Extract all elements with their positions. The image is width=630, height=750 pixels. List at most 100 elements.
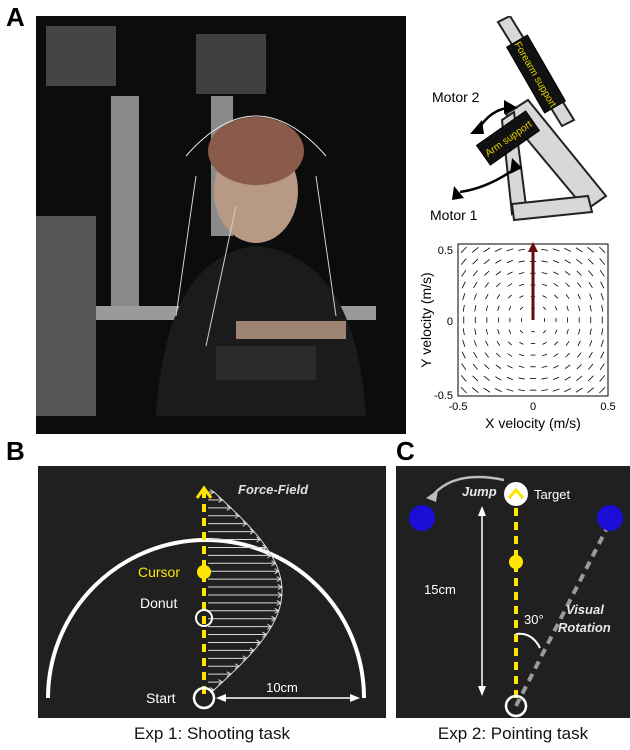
field-vector: [508, 329, 512, 334]
field-vector: [473, 340, 477, 347]
field-vector: [553, 283, 559, 287]
x-tick-mid: 0: [530, 401, 536, 413]
field-vector: [483, 387, 491, 393]
field-vector: [483, 247, 491, 253]
target-left: [409, 505, 435, 531]
field-vector: [506, 248, 514, 252]
field-vector: [600, 351, 605, 359]
field-vector: [461, 281, 466, 289]
field-vector: [519, 330, 524, 334]
y-tick-bottom: -0.5: [434, 390, 453, 402]
field-vector: [507, 341, 512, 346]
exp2-caption: Exp 2: Pointing task: [437, 724, 589, 743]
field-vector: [460, 246, 467, 253]
exp2-display: Jump Target 15cm 30° Visual Rotation: [396, 466, 630, 718]
field-vector: [600, 293, 604, 301]
field-vector: [587, 375, 594, 382]
field-vector: [518, 365, 525, 368]
field-vector: [554, 294, 559, 299]
field-vector: [485, 293, 489, 300]
field-vector: [484, 364, 490, 370]
field-vector: [461, 351, 466, 359]
field-vector: [496, 352, 501, 358]
field-vector: [506, 388, 514, 392]
field-vector: [542, 283, 548, 287]
field-vector: [484, 282, 490, 288]
field-vector: [519, 306, 524, 310]
exp1-caption: Exp 1: Shooting task: [134, 724, 290, 743]
field-vector: [483, 375, 490, 381]
field-vector: [497, 305, 500, 311]
exp1-display: Cursor Donut Start 10cm Force-Field: [38, 466, 386, 718]
angle-arc: [515, 632, 541, 649]
field-vector: [552, 248, 560, 252]
jump-label: Jump: [462, 484, 497, 499]
y-tick-mid: 0: [447, 316, 453, 328]
field-vector: [576, 375, 583, 381]
trajectory-arrowhead: [195, 485, 213, 499]
field-vector: [552, 388, 560, 392]
field-vector: [599, 269, 605, 277]
panel-letter-b: B: [6, 436, 25, 466]
field-vector: [508, 306, 512, 311]
start-ring: [504, 694, 528, 718]
field-vector: [472, 270, 478, 277]
field-vector: [565, 340, 570, 346]
jump-arc: [433, 475, 505, 495]
angle-label: 30°: [524, 612, 544, 627]
force-field-label: Force-Field: [238, 482, 309, 497]
velocity-arrowhead: [528, 242, 538, 252]
field-vector: [473, 293, 477, 300]
field-vector: [588, 270, 594, 277]
field-vector: [485, 305, 488, 312]
field-vector: [552, 376, 560, 381]
field-vector: [599, 375, 606, 382]
field-vector: [553, 271, 559, 275]
field-vector: [460, 387, 467, 394]
distance-arrowhead-left: [216, 694, 226, 702]
vector-field: [460, 242, 606, 394]
target-arrowhead: [507, 487, 525, 499]
field-vector: [471, 387, 479, 394]
field-vector: [578, 305, 581, 312]
field-vector: [599, 246, 606, 253]
field-vector: [497, 329, 500, 335]
field-vector: [496, 340, 501, 346]
field-vector: [541, 365, 548, 368]
field-vector: [553, 353, 559, 357]
field-vector: [507, 271, 513, 275]
field-vector: [507, 283, 513, 287]
field-vector: [495, 271, 502, 276]
field-vector: [576, 270, 582, 276]
field-vector: [589, 293, 593, 300]
field-vector: [576, 259, 583, 265]
force-envelope: [213, 491, 283, 691]
field-vector: [507, 294, 512, 299]
field-vector: [507, 353, 513, 357]
forearm-support: Forearm support: [505, 34, 567, 114]
field-vector: [566, 329, 569, 335]
field-vector: [495, 364, 502, 369]
field-vector: [507, 365, 513, 369]
field-vector: [575, 387, 583, 393]
x-axis-label: X velocity (m/s): [485, 415, 581, 431]
field-vector: [587, 258, 594, 265]
field-vector: [541, 389, 549, 392]
field-vector: [474, 328, 477, 335]
field-vector: [588, 363, 594, 370]
target-right: [597, 505, 623, 531]
field-vector: [588, 351, 593, 359]
field-vector: [565, 282, 570, 288]
cursor-dot: [509, 555, 523, 569]
force-field-arrows: [208, 489, 283, 693]
field-vector: [460, 258, 467, 265]
field-vector: [517, 389, 525, 392]
motor1-label: Motor 1: [430, 207, 478, 223]
field-vector: [496, 282, 501, 288]
field-vector: [576, 282, 582, 288]
field-vector: [485, 328, 488, 335]
field-vector: [564, 259, 571, 264]
y-tick-top: 0.5: [438, 245, 453, 257]
field-vector: [518, 353, 524, 357]
distance-arrowhead-right: [350, 694, 360, 702]
